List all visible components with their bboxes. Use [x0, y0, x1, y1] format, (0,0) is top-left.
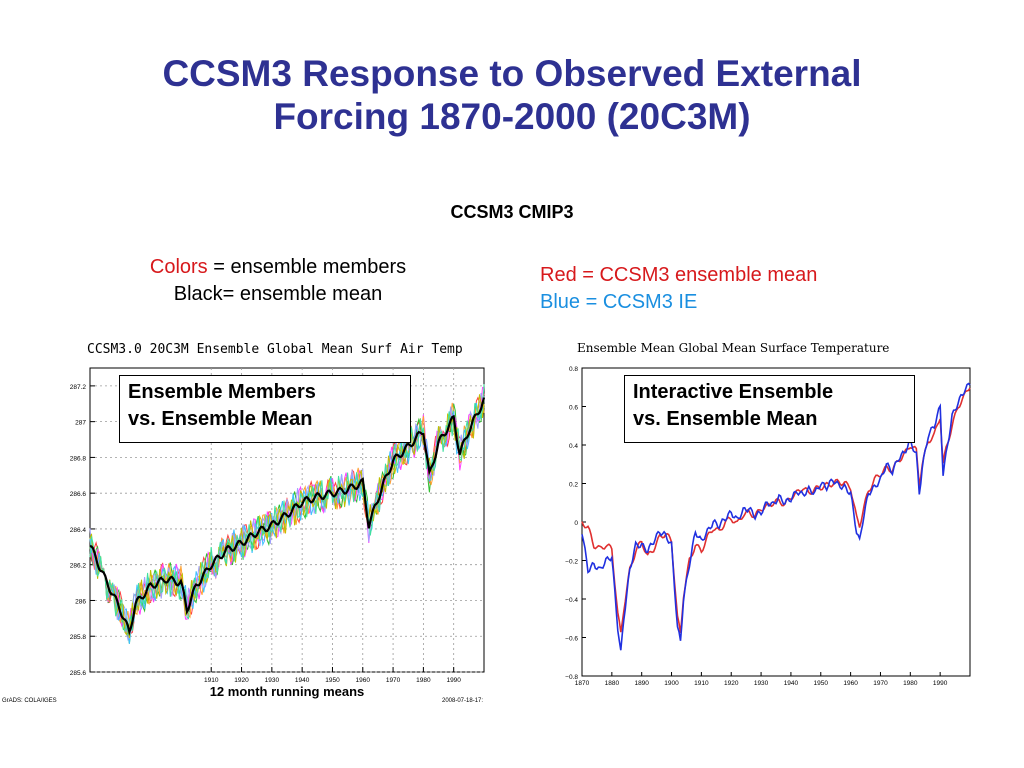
right-chart-x-ticks: 1870 1880 1890 1900 1910 1920 1930 1940 1950 1960…: [575, 672, 948, 687]
right-xtick-label: 1980: [903, 680, 918, 687]
left-ytick-label: 285.8: [70, 634, 87, 641]
right-xtick-label: 1990: [933, 680, 948, 687]
right-red-series-line: [581, 387, 971, 634]
right-ytick-label: 0.4: [569, 443, 578, 450]
colors-word: Colors: [149, 256, 208, 278]
right-box-line2: vs. Ensemble Mean: [633, 408, 818, 430]
left-ytick-label: 285.6: [70, 670, 87, 677]
left-chart-y-ticks: 285.6 285.8 286 286.2 286.4 286.6 286.8 287 287.…: [70, 384, 95, 677]
left-ytick-label: 286.2: [70, 563, 87, 570]
right-xtick-label: 1970: [873, 680, 888, 687]
left-caption: Colors = ensemble members Black= ensembl…: [110, 254, 446, 308]
right-chart-y-ticks: 0.8 0.6 0.4 0.2 0 −0.2 −0.4 −0.6 −0.8: [565, 366, 586, 681]
left-ytick-label: 286.8: [70, 455, 87, 462]
right-xtick-label: 1880: [605, 680, 620, 687]
left-chart-mean-line: [89, 397, 486, 636]
left-ytick-label: 287: [75, 420, 86, 427]
left-ytick-label: 286.4: [70, 527, 87, 534]
right-overlay-box: Interactive Ensemble vs. Ensemble Mean: [624, 375, 915, 443]
right-xtick-label: 1940: [784, 680, 799, 687]
left-ytick-label: 287.2: [70, 384, 87, 391]
left-overlay-box: Ensemble Members vs. Ensemble Mean: [119, 375, 411, 443]
right-ytick-label: −0.2: [565, 559, 578, 566]
right-ytick-label: −0.4: [565, 597, 578, 604]
right-box-line1: Interactive Ensemble: [633, 381, 834, 403]
left-box-line2: vs. Ensemble Mean: [128, 408, 313, 430]
left-xtick-label: 1990: [446, 677, 461, 684]
left-chart-footer-right: 2008-07-18-17:: [442, 698, 483, 704]
left-ytick-label: 286: [75, 598, 86, 605]
left-xtick-label: 1930: [265, 677, 280, 684]
right-caption: Red = CCSM3 ensemble mean Blue = CCSM3 I…: [540, 262, 960, 316]
right-xtick-label: 1920: [724, 680, 739, 687]
slide-subtitle: CCSM3 CMIP3: [450, 202, 574, 222]
left-caption-line2: Black= ensemble mean: [173, 283, 383, 305]
left-xtick-label: 1950: [325, 677, 340, 684]
slide-title-line2: Forcing 1870-2000 (20C3M): [273, 96, 751, 137]
right-ytick-label: 0.2: [569, 482, 578, 489]
left-box-line1: Ensemble Members: [128, 381, 316, 403]
right-xtick-label: 1890: [634, 680, 649, 687]
slide-title-line1: CCSM3 Response to Observed External: [162, 53, 862, 94]
right-caption-red-line: Red = CCSM3 ensemble mean: [540, 264, 818, 286]
left-xtick-label: 1940: [295, 677, 310, 684]
left-xtick-label: 1970: [386, 677, 401, 684]
right-blue-series-line: [581, 382, 971, 651]
right-ytick-label: 0: [574, 520, 578, 527]
right-xtick-label: 1900: [664, 680, 679, 687]
left-caption-line1-rest: = ensemble members: [207, 256, 407, 278]
right-chart-series: [581, 382, 971, 651]
slide-title: CCSM3 Response to Observed External Forc…: [60, 52, 964, 138]
right-xtick-label: 1930: [754, 680, 769, 687]
left-chart-xlabel: 12 month running means: [210, 684, 365, 699]
right-caption-blue-line: Blue = CCSM3 IE: [540, 291, 698, 313]
right-ytick-label: −0.6: [565, 636, 578, 643]
right-xtick-label: 1870: [575, 680, 590, 687]
right-chart: Ensemble Mean Global Mean Surface Temper…: [565, 341, 971, 687]
right-xtick-label: 1910: [694, 680, 709, 687]
right-xtick-label: 1960: [843, 680, 858, 687]
left-chart-footer-left: GrADS: COLA/IGES: [2, 698, 57, 704]
left-xtick-label: 1980: [416, 677, 431, 684]
right-xtick-label: 1950: [814, 680, 829, 687]
left-caption-line1: Colors = ensemble members: [110, 254, 446, 281]
right-ytick-label: −0.8: [565, 674, 578, 681]
right-ytick-label: 0.8: [569, 366, 578, 373]
left-xtick-label: 1960: [356, 677, 371, 684]
right-ytick-label: 0.6: [569, 405, 578, 412]
left-chart-title: CCSM3.0 20C3M Ensemble Global Mean Surf …: [87, 342, 463, 357]
left-xtick-label: 1910: [204, 677, 219, 684]
left-xtick-label: 1920: [234, 677, 249, 684]
right-chart-title: Ensemble Mean Global Mean Surface Temper…: [577, 341, 889, 355]
left-chart-x-ticks: 1910 1920 1930 1940 1950 1960 1970 1980 1990: [204, 667, 461, 684]
left-ytick-label: 286.6: [70, 491, 87, 498]
